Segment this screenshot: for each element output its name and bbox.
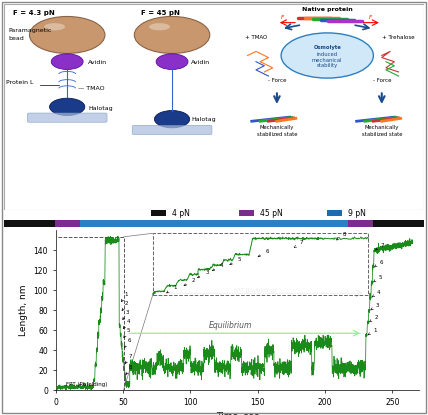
FancyBboxPatch shape — [27, 113, 107, 122]
Circle shape — [51, 54, 83, 69]
Text: 2: 2 — [369, 315, 378, 322]
Text: Paramagnetic: Paramagnetic — [9, 28, 52, 33]
Text: induced: induced — [317, 51, 338, 56]
Text: 3: 3 — [197, 270, 209, 278]
Text: 45 pN: 45 pN — [260, 209, 283, 218]
Bar — [239, 210, 254, 216]
Text: 4: 4 — [372, 290, 380, 297]
Text: F: F — [369, 15, 372, 20]
Text: 1: 1 — [368, 328, 377, 335]
Text: 4: 4 — [123, 319, 130, 329]
Bar — [4, 220, 55, 227]
X-axis label: Time, sec: Time, sec — [216, 412, 259, 415]
Text: bead: bead — [9, 36, 24, 41]
Text: 3: 3 — [371, 303, 379, 310]
FancyBboxPatch shape — [132, 125, 212, 134]
Text: 8: 8 — [336, 232, 346, 240]
Text: Avidin: Avidin — [88, 60, 107, 65]
Bar — [56, 237, 124, 390]
Text: 3: 3 — [123, 310, 129, 320]
Text: + Trehalose: + Trehalose — [382, 35, 415, 40]
Text: 7: 7 — [375, 243, 384, 250]
Ellipse shape — [149, 23, 170, 30]
Text: 5: 5 — [373, 275, 382, 282]
Text: 1: 1 — [166, 285, 176, 293]
Text: FPT (Refolding): FPT (Refolding) — [66, 382, 108, 387]
Text: 4: 4 — [212, 263, 223, 271]
Text: F = 4.3 pN: F = 4.3 pN — [13, 10, 54, 17]
Text: - Force: - Force — [268, 78, 286, 83]
Text: stabilized state: stabilized state — [257, 132, 297, 137]
Text: 6: 6 — [374, 260, 383, 267]
Text: Protein L: Protein L — [6, 80, 34, 85]
Y-axis label: Length, nm: Length, nm — [19, 284, 28, 336]
Text: 4 pN: 4 pN — [172, 209, 190, 218]
Text: F = 45 pN: F = 45 pN — [140, 10, 179, 17]
Circle shape — [50, 98, 85, 115]
Text: mechanical: mechanical — [312, 58, 342, 63]
Bar — [327, 210, 342, 216]
Text: 2: 2 — [122, 301, 128, 311]
Text: Native protein: Native protein — [302, 7, 353, 12]
Text: 6: 6 — [258, 249, 269, 257]
Text: Halotag: Halotag — [191, 117, 216, 122]
Text: Avidin: Avidin — [191, 60, 210, 65]
Text: 5: 5 — [230, 257, 241, 265]
Text: 1: 1 — [122, 292, 128, 302]
Text: 5: 5 — [124, 328, 130, 337]
Circle shape — [155, 110, 190, 128]
Bar — [151, 210, 166, 216]
Circle shape — [134, 17, 210, 54]
Circle shape — [281, 33, 373, 78]
Bar — [80, 220, 348, 227]
Text: 9 pN: 9 pN — [348, 209, 366, 218]
Text: Mechanically: Mechanically — [260, 125, 294, 130]
Text: Halotag: Halotag — [88, 106, 113, 111]
Text: F: F — [281, 15, 284, 20]
Text: 7: 7 — [125, 354, 132, 364]
Bar — [348, 220, 373, 227]
Text: stabilized state: stabilized state — [362, 132, 402, 137]
Bar — [373, 220, 424, 227]
Bar — [153, 233, 368, 295]
Ellipse shape — [44, 23, 65, 30]
Text: 2: 2 — [184, 278, 195, 286]
Text: 6: 6 — [125, 338, 131, 348]
Circle shape — [30, 17, 105, 54]
Text: + TMAO: + TMAO — [245, 35, 267, 40]
Circle shape — [156, 54, 188, 69]
Text: Equilibrium: Equilibrium — [209, 321, 253, 330]
Text: 7: 7 — [294, 240, 303, 247]
Text: stability: stability — [317, 63, 338, 68]
Text: 8: 8 — [126, 365, 132, 375]
Bar — [55, 220, 80, 227]
Text: Mechanically: Mechanically — [365, 125, 399, 130]
Text: Osmolyte: Osmolyte — [313, 45, 341, 50]
Text: FPT (Unfolding): FPT (Unfolding) — [234, 288, 276, 293]
Text: - Force: - Force — [372, 78, 391, 83]
Text: — TMAO: — TMAO — [78, 86, 104, 91]
